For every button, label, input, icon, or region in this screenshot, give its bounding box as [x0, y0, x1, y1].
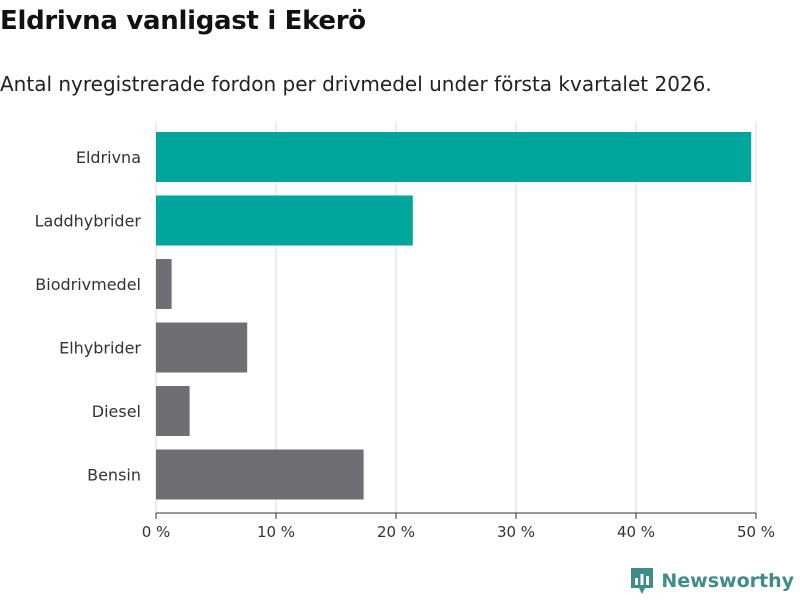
x-tick-label: 40 % — [617, 523, 655, 541]
chart-subtitle: Antal nyregistrerade fordon per drivmede… — [0, 72, 712, 96]
bar-elhybrider — [156, 322, 248, 373]
newsworthy-logo-icon — [631, 568, 654, 594]
x-tick-label: 50 % — [737, 523, 775, 541]
category-labels: Eldrivna Laddhybrider Biodrivmedel Elhybrid… — [35, 148, 142, 485]
x-tick-label: 20 % — [377, 523, 415, 541]
bar-biodrivmedel — [156, 259, 172, 309]
x-axis-ticks: 0 % 10 % 20 % 30 % 40 % 50 % — [142, 523, 775, 541]
category-label: Eldrivna — [76, 148, 141, 167]
bars — [156, 132, 752, 500]
bar-laddhybrider — [156, 195, 413, 246]
bar-diesel — [156, 386, 190, 436]
x-tick-label: 0 % — [142, 523, 171, 541]
x-tick-label: 10 % — [257, 523, 295, 541]
x-tick-label: 30 % — [497, 523, 535, 541]
category-label: Diesel — [92, 402, 141, 421]
brand-name: Newsworthy — [661, 570, 794, 592]
bar-bensin — [156, 449, 364, 500]
grid-lines — [155, 122, 757, 519]
category-label: Bensin — [87, 466, 141, 485]
category-label: Biodrivmedel — [35, 275, 141, 294]
category-label: Laddhybrider — [35, 212, 142, 231]
chart-title: Eldrivna vanligast i Ekerö — [0, 6, 366, 36]
bar-eldrivna — [156, 132, 752, 182]
brand-logo: Newsworthy — [629, 566, 794, 596]
category-label: Elhybrider — [59, 339, 141, 358]
